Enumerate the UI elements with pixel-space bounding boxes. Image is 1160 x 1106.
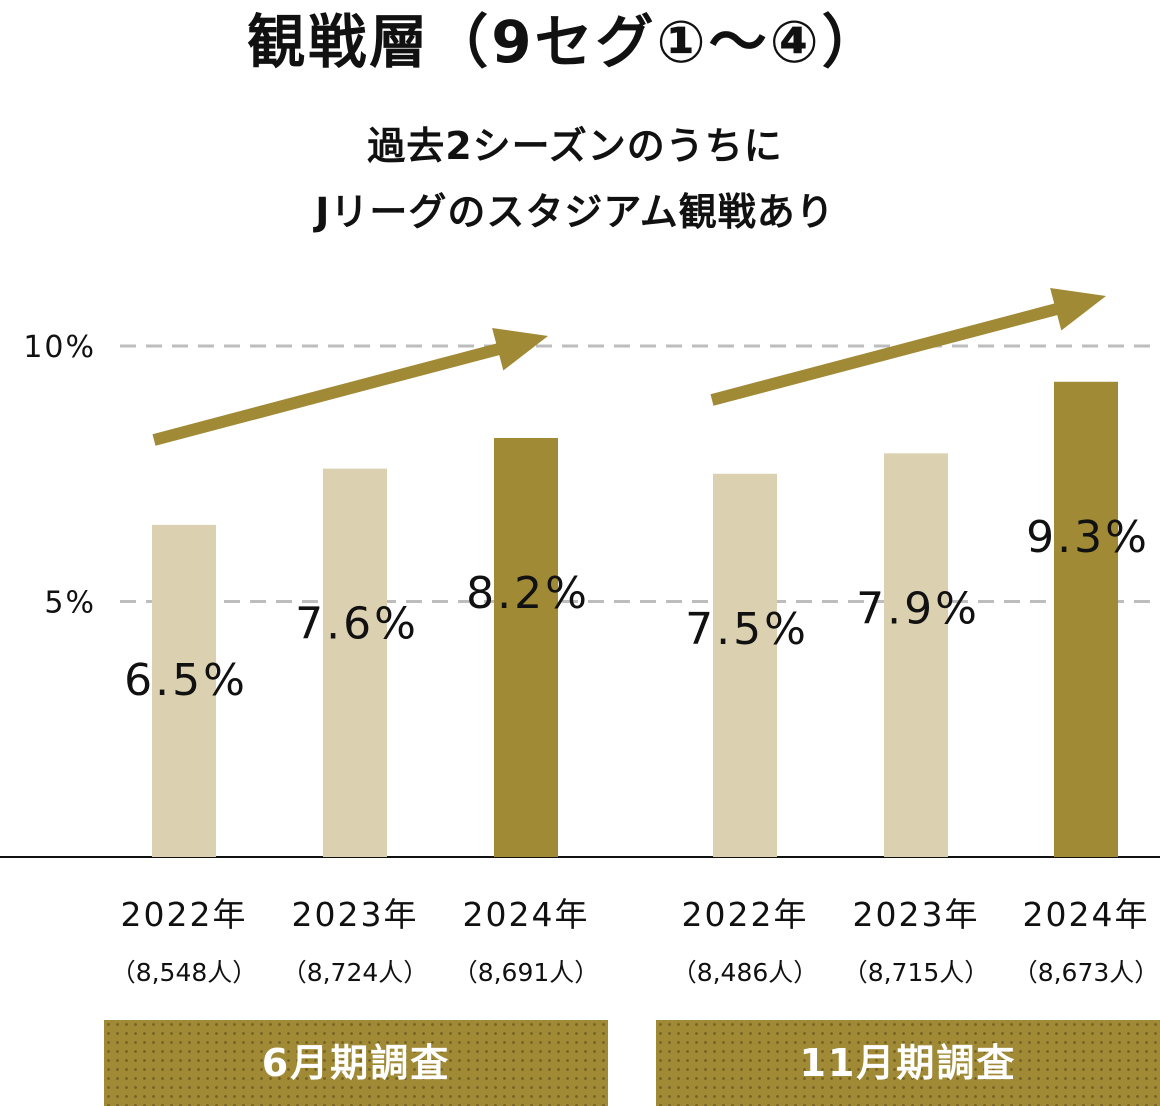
bar-g2-1 xyxy=(713,473,777,857)
group-label-june: 6月期調査 xyxy=(104,1020,608,1106)
y-tick-label-0: 5% xyxy=(44,586,96,621)
data-label-g1-1: 6.5% xyxy=(124,655,248,706)
x-tick-sample-g1-1: （8,548人） xyxy=(111,958,258,987)
x-tick-year-g2-3: 2024年 xyxy=(1023,895,1150,934)
data-label-g1-2: 7.6% xyxy=(295,599,419,650)
data-label-g2-3: 9.3% xyxy=(1026,512,1150,563)
trend-arrow-icon-1 xyxy=(152,328,548,446)
x-tick-sample-g1-2: （8,724人） xyxy=(282,958,429,987)
x-tick-sample-g2-2: （8,715人） xyxy=(843,958,990,987)
chart-subtitle-line-2: Jリーグのスタジアム観戦あり xyxy=(315,190,835,234)
bar-g2-2 xyxy=(884,453,948,857)
x-tick-sample-g2-1: （8,486人） xyxy=(672,958,819,987)
bar-g1-2 xyxy=(323,468,387,857)
bar-g1-3 xyxy=(494,437,558,857)
chart-subtitle-line-1: 過去2シーズンのうちに xyxy=(367,124,783,168)
x-tick-year-g1-2: 2023年 xyxy=(292,895,419,934)
trend-arrow-icon-2 xyxy=(710,288,1106,406)
y-tick-label-1: 10% xyxy=(23,330,96,365)
x-tick-year-g1-3: 2024年 xyxy=(463,895,590,934)
x-tick-year-g2-2: 2023年 xyxy=(853,895,980,934)
chart-title: 観戦層（9セグ①～④） xyxy=(247,8,883,76)
data-label-g1-3: 8.2% xyxy=(466,568,590,619)
x-tick-year-g2-1: 2022年 xyxy=(682,895,809,934)
data-label-g2-2: 7.9% xyxy=(856,583,980,634)
x-tick-sample-g1-3: （8,691人） xyxy=(453,958,600,987)
bar-g1-1 xyxy=(152,524,216,857)
group-label-november: 11月期調査 xyxy=(656,1020,1160,1106)
bar-g2-3 xyxy=(1054,381,1118,857)
x-tick-sample-g2-3: （8,673人） xyxy=(1013,958,1160,987)
data-label-g2-1: 7.5% xyxy=(685,604,809,655)
x-tick-year-g1-1: 2022年 xyxy=(121,895,248,934)
